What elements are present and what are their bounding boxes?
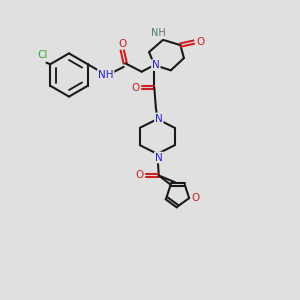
- Text: O: O: [136, 170, 144, 181]
- Text: Cl: Cl: [38, 50, 48, 60]
- Text: O: O: [196, 37, 205, 47]
- Text: O: O: [131, 82, 139, 93]
- Text: NH: NH: [151, 28, 166, 38]
- Text: N: N: [155, 113, 163, 124]
- Text: N: N: [155, 152, 163, 163]
- Text: O: O: [192, 193, 200, 203]
- Text: NH: NH: [98, 70, 113, 80]
- Text: O: O: [118, 39, 126, 49]
- Text: N: N: [152, 60, 160, 70]
